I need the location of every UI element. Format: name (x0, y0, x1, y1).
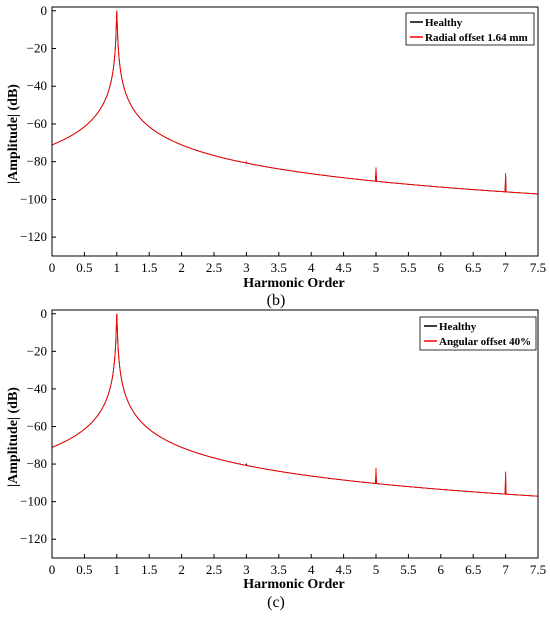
x-tick-label: 0.5 (76, 562, 92, 577)
x-tick-label: 6 (438, 562, 445, 577)
legend: Healthy Radial offset 1.64 mm (405, 12, 535, 46)
x-tick-label: 1.5 (141, 260, 157, 275)
x-tick-label: 7 (502, 562, 509, 577)
x-axis-title: Harmonic Order (243, 276, 344, 291)
x-tick-label: 2.5 (206, 562, 222, 577)
x-tick-label: 5 (373, 260, 380, 275)
plot-area-c (52, 313, 538, 497)
x-tick-label: 5.5 (400, 260, 416, 275)
y-tick-label: −20 (27, 41, 47, 56)
x-tick-label: 1 (114, 260, 121, 275)
legend-box (419, 316, 537, 351)
y-tick-label: −20 (27, 343, 47, 358)
legend-label-fault: Radial offset 1.64 mm (425, 32, 528, 44)
x-tick-label: 1.5 (141, 562, 157, 577)
x-tick-label: 2 (178, 260, 185, 275)
x-tick-label: 7 (502, 260, 509, 275)
y-axis-title: |Amplitude| (dB) (6, 387, 21, 487)
ticks-c: 0 0.5 1 1.5 2 2.5 3 3.5 4 4.5 5 5.5 6 6.5 7 7.5 0 −20 −40 −… (20, 306, 546, 577)
y-tick-label: −80 (27, 154, 47, 169)
x-tick-label: 6.5 (465, 260, 481, 275)
chart-panel-b: 0 0.5 1 1.5 2 2.5 3 3.5 4 4.5 5 5.5 6 6.5 7 7.5 0 −20 −40 −… (6, 3, 546, 309)
y-tick-label: 0 (41, 306, 48, 321)
y-tick-label: −80 (27, 456, 47, 471)
x-tick-label: 4.5 (335, 562, 351, 577)
x-tick-label: 6.5 (465, 562, 481, 577)
legend-label-fault: Angular offset 40% (439, 336, 531, 348)
legend-label-healthy: Healthy (439, 321, 477, 333)
chart-panel-c: 0 0.5 1 1.5 2 2.5 3 3.5 4 4.5 5 5.5 6 6.5 7 7.5 0 −20 −40 −… (6, 306, 546, 611)
x-tick-label: 3.5 (271, 562, 287, 577)
axes-frame (51, 6, 539, 257)
y-tick-label: −40 (27, 78, 47, 93)
x-tick-label: 6 (438, 260, 445, 275)
x-tick-label: 3 (243, 562, 250, 577)
series-line-fault (52, 10, 538, 195)
x-axis-title: Harmonic Order (243, 577, 344, 592)
x-tick-label: 4 (308, 260, 315, 275)
y-tick-label: −60 (27, 418, 47, 433)
y-tick-label: −120 (20, 531, 47, 546)
plot-area-b (52, 10, 538, 195)
x-tick-label: 0.5 (76, 260, 92, 275)
series-line-fault (52, 313, 538, 497)
x-tick-label: 7.5 (530, 562, 546, 577)
legend: Healthy Angular offset 40% (419, 316, 537, 351)
x-tick-label: 5.5 (400, 562, 416, 577)
y-tick-label: −40 (27, 381, 47, 396)
x-tick-label: 1 (114, 562, 121, 577)
y-tick-label: −100 (20, 494, 47, 509)
y-tick-label: 0 (41, 3, 48, 18)
legend-box (405, 12, 535, 46)
x-tick-label: 5 (373, 562, 380, 577)
y-tick-label: −100 (20, 191, 47, 206)
y-tick-label: −120 (20, 229, 47, 244)
x-tick-label: 4 (308, 562, 315, 577)
x-tick-label: 0 (49, 260, 56, 275)
ticks-b: 0 0.5 1 1.5 2 2.5 3 3.5 4 4.5 5 5.5 6 6.5 7 7.5 0 −20 −40 −… (20, 3, 546, 275)
x-tick-label: 3 (243, 260, 250, 275)
panel-label: (b) (267, 292, 286, 309)
x-tick-label: 2 (178, 562, 185, 577)
y-axis-title: |Amplitude| (dB) (6, 84, 21, 184)
x-tick-label: 0 (49, 562, 56, 577)
x-tick-label: 4.5 (335, 260, 351, 275)
axes-frame (51, 309, 539, 559)
x-tick-label: 7.5 (530, 260, 546, 275)
legend-label-healthy: Healthy (425, 17, 463, 29)
panel-label: (c) (267, 594, 285, 611)
x-tick-label: 2.5 (206, 260, 222, 275)
x-tick-label: 3.5 (271, 260, 287, 275)
y-tick-label: −60 (27, 116, 47, 131)
